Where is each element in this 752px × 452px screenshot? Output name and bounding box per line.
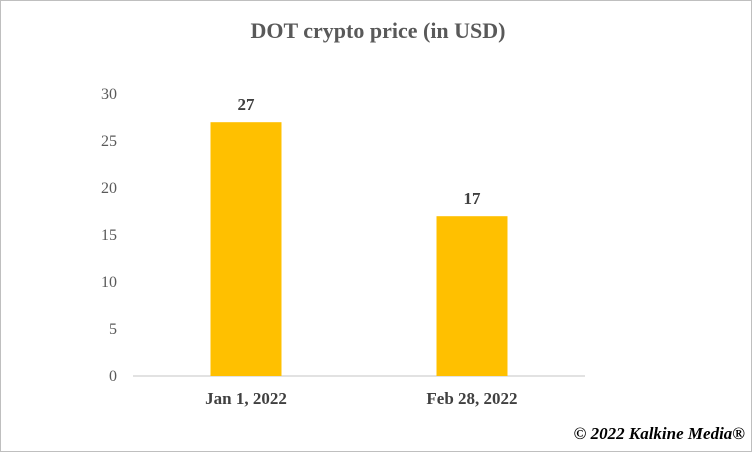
y-tick-label: 20 xyxy=(101,180,117,197)
y-tick-label: 0 xyxy=(109,368,117,385)
y-tick-label: 15 xyxy=(101,227,117,244)
bars xyxy=(210,122,508,376)
y-tick-label: 25 xyxy=(101,133,117,150)
data-label: 17 xyxy=(464,189,482,208)
y-tick-label: 5 xyxy=(109,321,117,338)
y-tick-label: 30 xyxy=(101,86,117,103)
y-tick-label: 10 xyxy=(101,274,117,291)
data-label: 27 xyxy=(238,95,256,114)
category-label: Jan 1, 2022 xyxy=(205,389,287,408)
bar xyxy=(210,122,282,376)
bar xyxy=(436,216,508,376)
y-axis-ticks: 0 5 10 15 20 25 30 xyxy=(101,86,117,385)
category-labels: Jan 1, 2022 Feb 28, 2022 xyxy=(205,389,517,408)
data-labels: 27 17 xyxy=(238,95,482,208)
category-label: Feb 28, 2022 xyxy=(426,389,517,408)
chart-title: DOT crypto price (in USD) xyxy=(250,18,505,43)
watermark: © 2022 Kalkine Media® xyxy=(574,424,746,443)
